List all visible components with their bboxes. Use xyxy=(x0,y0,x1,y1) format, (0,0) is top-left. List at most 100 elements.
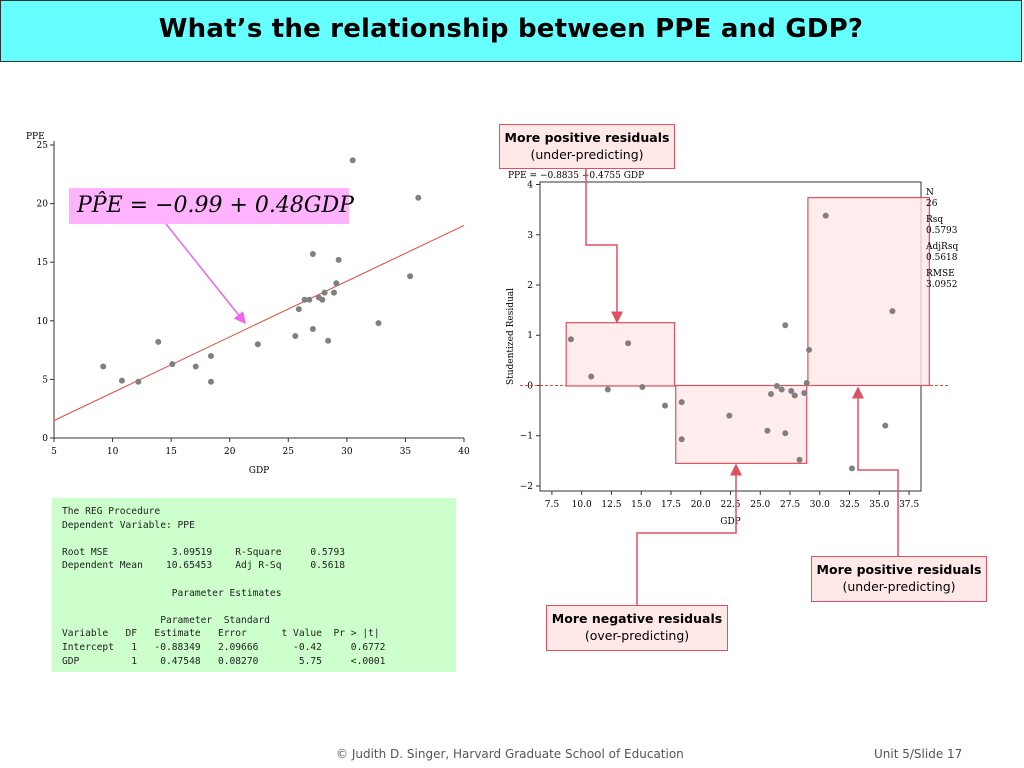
y-tick-label: 15 xyxy=(37,258,49,268)
y-tick-label: 10 xyxy=(37,317,49,327)
x-tick-label: 7.5 xyxy=(545,500,560,510)
residual-point xyxy=(764,427,771,434)
y-tick-label: 3 xyxy=(527,231,533,241)
residual-point xyxy=(604,386,611,393)
residual-point xyxy=(791,392,798,399)
x-tick-label: 32.5 xyxy=(840,500,860,510)
x-tick-label: 27.5 xyxy=(780,500,800,510)
x-axis-label: GDP xyxy=(720,517,740,527)
highlight-box-left xyxy=(565,322,676,387)
stat-value: 0.5618 xyxy=(926,253,958,263)
callout-top: More positive residuals (under-predictin… xyxy=(499,124,675,169)
x-tick-label: 25.0 xyxy=(750,500,770,510)
title-bar xyxy=(0,0,1022,62)
data-point xyxy=(309,326,316,333)
stat-label: N xyxy=(926,188,934,198)
data-point xyxy=(118,377,125,384)
x-tick-label: 30.0 xyxy=(810,500,830,510)
data-point xyxy=(207,378,214,385)
data-point xyxy=(207,352,214,359)
x-tick-label: 30 xyxy=(341,447,353,457)
data-point xyxy=(309,250,316,257)
bottom-callout-connector xyxy=(636,463,742,605)
residual-point xyxy=(588,373,595,380)
residual-point xyxy=(889,308,896,315)
page-title: What’s the relationship between PPE and … xyxy=(158,14,864,44)
residual-point xyxy=(803,379,810,386)
stat-label: Rsq xyxy=(926,215,943,225)
top-callout-connector xyxy=(585,169,623,324)
data-point xyxy=(321,289,328,296)
residual-chart-title: PPE = −0.8835 +0.4755 GDP xyxy=(508,171,644,181)
callout-bottom-line2: (over-predicting) xyxy=(584,628,690,643)
residual-point xyxy=(726,412,733,419)
y-tick-label: 20 xyxy=(37,200,49,210)
data-point xyxy=(330,289,337,296)
data-point xyxy=(192,363,199,370)
residual-point xyxy=(822,212,829,219)
data-point xyxy=(325,337,332,344)
residual-point xyxy=(662,402,669,409)
x-tick-label: 15 xyxy=(165,447,177,457)
residual-point xyxy=(788,388,795,395)
data-point xyxy=(407,273,414,280)
y-tick-label: −1 xyxy=(520,432,533,442)
x-tick-label: 22.5 xyxy=(720,500,740,510)
stat-value: 26 xyxy=(926,199,938,209)
data-point xyxy=(333,280,340,287)
callout-right-line1: More positive residuals xyxy=(816,562,982,577)
data-point xyxy=(100,363,107,370)
data-point xyxy=(415,194,422,201)
callout-bottom-line1: More negative residuals xyxy=(551,611,723,626)
regression-output-text: The REG Procedure Dependent Variable: PP… xyxy=(62,506,386,667)
data-point xyxy=(169,361,176,368)
x-tick-label: 40 xyxy=(458,447,470,457)
residual-point xyxy=(782,322,789,329)
right-callout-connector xyxy=(852,386,899,556)
residual-point xyxy=(639,383,646,390)
x-tick-label: 17.5 xyxy=(661,500,681,510)
residual-point xyxy=(796,456,803,463)
highlight-box-middle xyxy=(675,384,808,464)
x-tick-label: 25 xyxy=(283,447,295,457)
y-tick-label: 1 xyxy=(527,331,533,341)
stat-label: AdjRsq xyxy=(925,242,958,252)
residual-chart: PPE = −0.8835 +0.4755 GDP −2 −1 0 1 2 3 4 7.5 10.… xyxy=(506,171,958,527)
data-point xyxy=(135,378,142,385)
callout-bottom: More negative residuals (over-predicting… xyxy=(546,605,728,651)
x-tick-label: 5 xyxy=(51,447,57,457)
y-tick-label: 25 xyxy=(37,141,49,151)
residual-point xyxy=(782,430,789,437)
y-tick-label: 5 xyxy=(42,375,48,385)
residual-point xyxy=(801,390,808,397)
data-point xyxy=(319,296,326,303)
y-tick-label: 2 xyxy=(527,281,533,291)
stat-value: 0.5793 xyxy=(926,226,958,236)
stat-value: 3.0952 xyxy=(926,280,958,290)
y-tick-label: 0 xyxy=(527,381,533,391)
y-axis-label: PPE xyxy=(26,132,45,142)
data-point xyxy=(301,296,308,303)
residual-point xyxy=(767,391,774,398)
x-tick-label: 10 xyxy=(107,447,119,457)
data-point xyxy=(306,296,313,303)
callout-right-line2: (under-predicting) xyxy=(842,579,956,594)
highlight-box-right xyxy=(807,196,930,387)
regression-output: The REG Procedure Dependent Variable: PP… xyxy=(52,498,456,672)
regression-equation-text: PP̂E = −0.99 + 0.48GDP xyxy=(77,193,354,218)
x-tick-label: 12.5 xyxy=(601,500,621,510)
callout-top-line2: (under-predicting) xyxy=(530,147,644,162)
x-tick-label: 10.0 xyxy=(572,500,592,510)
callout-top-line1: More positive residuals xyxy=(504,130,670,145)
y-axis-label: Studentized Residual xyxy=(506,288,516,385)
equation-arrow xyxy=(165,223,246,325)
residual-point xyxy=(882,422,889,429)
fit-line xyxy=(53,224,465,421)
footer-copyright: © Judith D. Singer, Harvard Graduate Sch… xyxy=(336,747,684,761)
regression-equation: PP̂E = −0.99 + 0.48GDP xyxy=(69,188,354,224)
data-point xyxy=(292,333,299,340)
residual-point xyxy=(773,382,780,389)
x-tick-label: 35 xyxy=(400,447,412,457)
